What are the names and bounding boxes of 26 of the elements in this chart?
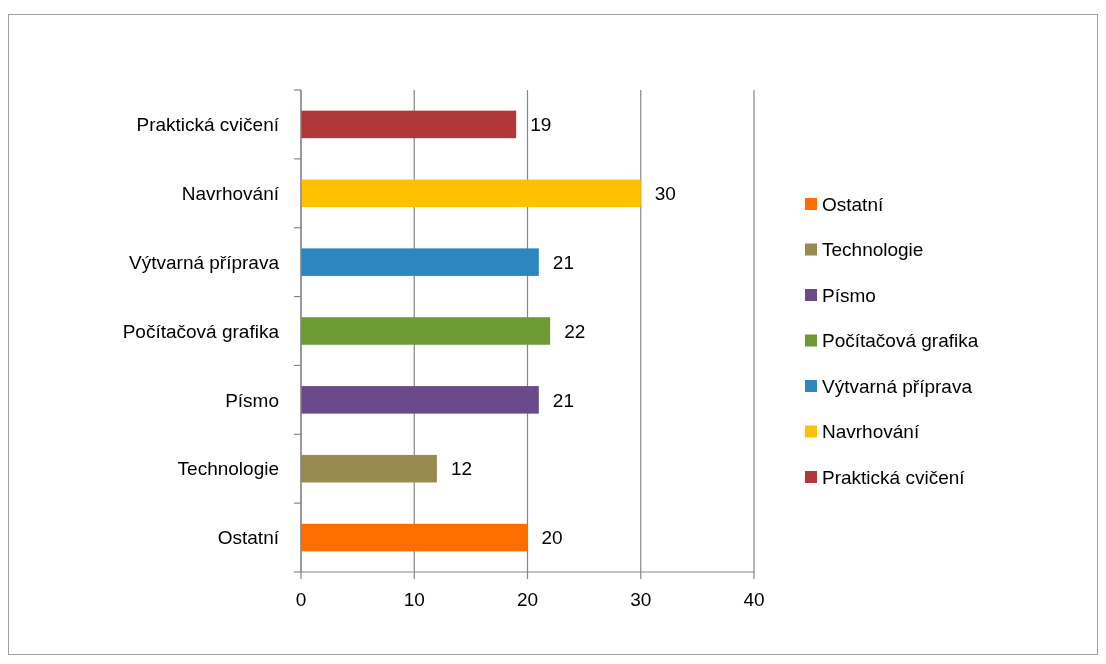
legend-label: Technologie [822,239,924,261]
data-label: 22 [564,320,586,342]
legend-label: Navrhování [822,421,920,443]
y-tick-label: Technologie [177,458,279,480]
y-tick-label: Praktická cvičení [136,114,280,136]
data-label: 19 [530,114,552,136]
data-label: 21 [552,389,574,411]
legend-label: Praktická cvičení [822,466,966,488]
y-tick-label: Písmo [225,389,279,411]
legend-label: Písmo [822,284,876,306]
legend-label: Výtvarná příprava [822,375,973,397]
data-label: 30 [654,182,676,204]
legend-label: Počítačová grafika [822,330,979,352]
x-tick-label: 30 [630,589,652,610]
y-tick-label: Navrhování [181,182,280,204]
x-tick-label: 0 [295,589,307,610]
y-tick-label: Výtvarná příprava [129,251,280,273]
y-tick-label: Ostatní [217,527,280,549]
data-label: 21 [552,251,574,273]
x-tick-label: 10 [403,589,425,610]
y-tick-label: Počítačová grafika [122,320,280,342]
legend-label: Ostatní [822,193,884,215]
data-label: 20 [541,527,563,549]
x-tick-label: 20 [516,589,539,610]
x-tick-label: 40 [743,589,765,610]
data-label: 12 [450,458,473,480]
